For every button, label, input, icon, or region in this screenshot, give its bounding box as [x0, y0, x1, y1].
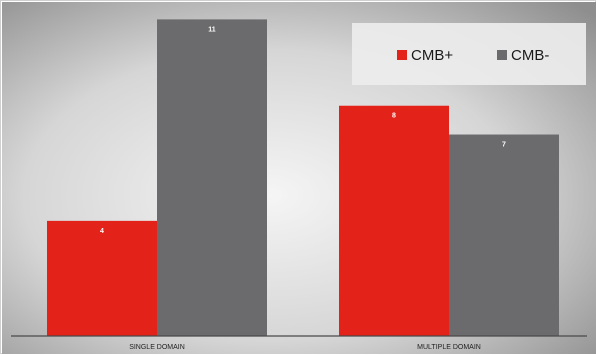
bar-multiple-domain-cmb-plus	[339, 105, 449, 336]
legend: CMB+ CMB-	[352, 23, 586, 85]
labels-layer: 4 11 SINGLE DOMAIN 8 7 MULTIPLE DOMAIN	[100, 26, 506, 351]
legend-label-cmb-minus: CMB-	[511, 47, 549, 64]
data-label-single-domain-cmb-plus: 4	[100, 228, 104, 235]
legend-label-cmb-plus: CMB+	[411, 47, 453, 64]
legend-swatch-cmb-plus	[397, 50, 407, 60]
bars-layer	[47, 19, 559, 337]
bar-single-domain-cmb-plus	[47, 220, 157, 336]
bar-single-domain-cmb-minus	[157, 19, 267, 337]
legend-box	[352, 23, 586, 85]
data-label-multiple-domain-cmb-minus: 7	[502, 142, 506, 149]
data-label-single-domain-cmb-minus: 11	[208, 26, 216, 33]
category-label-multiple-domain: MULTIPLE DOMAIN	[417, 344, 481, 351]
legend-swatch-cmb-minus	[497, 50, 507, 60]
category-label-single-domain: SINGLE DOMAIN	[129, 344, 185, 351]
data-label-multiple-domain-cmb-plus: 8	[392, 113, 396, 120]
bar-multiple-domain-cmb-minus	[449, 134, 559, 336]
